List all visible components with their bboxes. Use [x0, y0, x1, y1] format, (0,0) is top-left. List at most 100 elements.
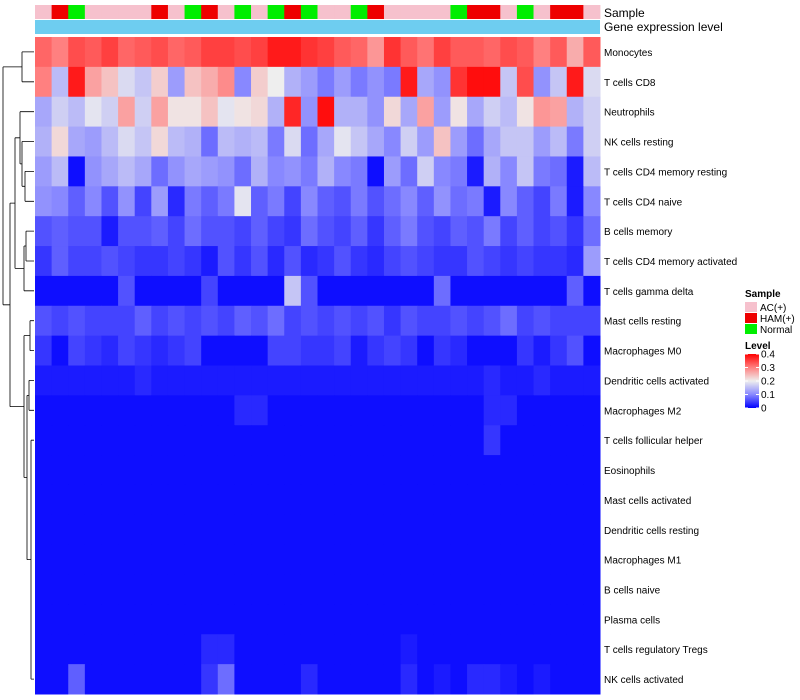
heatmap-cell: [433, 455, 451, 486]
heatmap-cell: [184, 634, 202, 665]
heatmap-cell: [467, 574, 485, 605]
heatmap-cell: [118, 634, 136, 665]
heatmap-cell: [483, 514, 501, 546]
heatmap-cell: [217, 544, 235, 576]
heatmap-cell: [467, 37, 485, 68]
heatmap-cell: [583, 96, 601, 128]
heatmap-cell: [151, 484, 169, 516]
sample-annotation-cell: [201, 5, 219, 19]
heatmap-cell: [367, 604, 385, 635]
heatmap-cell: [151, 96, 169, 128]
heatmap-cell: [367, 664, 385, 695]
heatmap-cell: [417, 66, 435, 98]
heatmap-cell: [35, 126, 53, 157]
heatmap-cell: [400, 186, 418, 217]
heatmap-cell: [533, 335, 551, 366]
heatmap-cell: [350, 275, 368, 307]
legend-tick-label: 0.2: [761, 377, 775, 388]
heatmap-cell: [516, 664, 535, 695]
heatmap-cell: [550, 275, 568, 307]
heatmap-cell: [350, 126, 368, 157]
heatmap-cell: [500, 425, 518, 456]
legend-color-gradient: [745, 354, 759, 408]
heatmap-cell: [151, 335, 169, 366]
heatmap-cell: [500, 66, 518, 98]
heatmap-cell: [134, 395, 152, 426]
heatmap-cell: [483, 395, 501, 426]
heatmap-cell: [118, 395, 136, 426]
heatmap-cell: [433, 574, 451, 605]
heatmap-cell: [367, 37, 385, 68]
heatmap-cell: [118, 574, 136, 605]
heatmap-cell: [300, 484, 318, 516]
heatmap-cell: [500, 216, 518, 247]
heatmap-cell: [118, 664, 136, 695]
heatmap-cell: [167, 395, 186, 426]
legend-level-title: Level: [745, 341, 771, 352]
legend-swatch: [745, 313, 757, 323]
heatmap-cell: [251, 484, 269, 516]
heatmap-cell: [84, 484, 102, 516]
heatmap-cell: [533, 455, 551, 486]
heatmap-cell: [35, 455, 53, 486]
heatmap-cell: [300, 544, 318, 576]
heatmap-cell: [217, 246, 235, 277]
heatmap-cell: [68, 37, 86, 68]
heatmap-cell: [383, 544, 402, 576]
heatmap-cell: [533, 544, 551, 576]
heatmap-cell: [433, 395, 451, 426]
heatmap-cell: [201, 544, 219, 576]
heatmap-cell: [483, 66, 501, 98]
heatmap-cell: [467, 96, 485, 128]
row-label: T cells CD4 memory resting: [604, 167, 727, 178]
heatmap-cell: [134, 425, 152, 456]
heatmap-cell: [84, 37, 102, 68]
heatmap-cell: [234, 156, 252, 187]
heatmap-cell: [383, 186, 402, 217]
heatmap-cell: [467, 664, 485, 695]
heatmap-cell: [184, 275, 202, 307]
heatmap-cell: [118, 246, 136, 277]
heatmap-cell: [251, 37, 269, 68]
sample-annotation-cell: [35, 5, 53, 19]
heatmap-cell: [118, 604, 136, 635]
heatmap-cell: [583, 305, 601, 337]
heatmap-cell: [467, 216, 485, 247]
heatmap-cell: [267, 246, 285, 277]
heatmap-cell: [284, 335, 302, 366]
heatmap-cell: [400, 96, 418, 128]
heatmap-cell: [118, 66, 136, 98]
heatmap-cell: [516, 305, 535, 337]
row-label: T cells follicular helper: [604, 436, 703, 447]
heatmap-cell: [483, 574, 501, 605]
heatmap-cell: [500, 484, 518, 516]
heatmap-cell: [400, 664, 418, 695]
heatmap-cell: [533, 574, 551, 605]
heatmap-cell: [151, 37, 169, 68]
heatmap-cell: [251, 395, 269, 426]
heatmap-cell: [267, 634, 285, 665]
heatmap-cell: [217, 156, 235, 187]
heatmap-cell: [433, 96, 451, 128]
row-label: NK cells activated: [604, 675, 683, 686]
heatmap-cell: [417, 574, 435, 605]
heatmap-cell: [35, 484, 53, 516]
heatmap-cell: [267, 216, 285, 247]
heatmap-cell: [234, 604, 252, 635]
heatmap-cell: [400, 126, 418, 157]
heatmap-cell: [84, 634, 102, 665]
heatmap-cell: [583, 425, 601, 456]
heatmap-cell: [417, 186, 435, 217]
heatmap-cell: [400, 425, 418, 456]
heatmap-cell: [516, 365, 535, 396]
heatmap-cell: [234, 305, 252, 337]
heatmap-cell: [201, 335, 219, 366]
heatmap-cell: [167, 455, 186, 486]
heatmap-cell: [251, 365, 269, 396]
heatmap-cell: [317, 574, 335, 605]
heatmap-cell: [267, 484, 285, 516]
heatmap-cell: [184, 425, 202, 456]
row-label: T cells CD4 memory activated: [604, 257, 737, 268]
heatmap-cell: [51, 514, 69, 546]
heatmap-cell: [467, 484, 485, 516]
